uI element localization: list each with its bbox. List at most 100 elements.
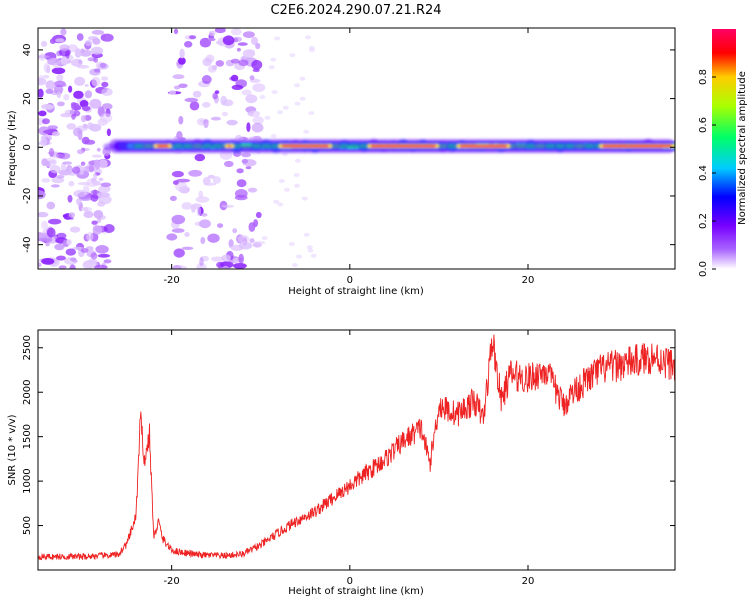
spectrogram-noise-blob: [215, 60, 225, 67]
ridge-peak-red: [228, 144, 231, 148]
spectrogram-noise-blob: [241, 158, 249, 164]
spectrogram-noise-blob: [247, 187, 258, 193]
spectrogram-y-ticks: -40 -20 0 20 40: [22, 44, 675, 253]
spectrogram-noise-blob: [222, 265, 230, 269]
snr-x-ticks: -20 0 20: [163, 330, 534, 587]
spectrogram-noise-blob: [49, 165, 61, 174]
ridge-bump: [142, 141, 155, 150]
spectrogram-noise-blob: [181, 202, 193, 210]
spectrogram-noise-blob: [196, 206, 202, 217]
spectrogram-noise-blob: [81, 136, 90, 145]
spectrogram-noise-blob: [222, 35, 235, 46]
spectrogram-noise-blob: [264, 115, 271, 120]
spectrogram-noise-blob: [98, 185, 111, 193]
ridge-peak-red: [370, 144, 436, 148]
spectrogram-noise-blob: [45, 80, 56, 90]
spectrogram-noise-blob: [176, 131, 183, 140]
spectrogram-noise-blob: [230, 58, 240, 64]
spectrogram-noise-blob: [38, 237, 50, 242]
spectrogram-noise-blob: [85, 39, 93, 47]
spectrogram-noise-blob: [294, 83, 300, 88]
spectrogram-noise-blob: [56, 74, 64, 82]
spectrogram-noise-blob: [51, 67, 66, 75]
spectrogram-noise-blob: [91, 76, 101, 87]
spectrogram-noise-blob: [91, 220, 98, 225]
spectrogram-noise-blob: [224, 160, 234, 168]
spectrogram-noise-blob: [49, 160, 57, 164]
spectrogram-noise-blob: [181, 246, 194, 250]
spectrogram-noise-blob: [51, 177, 65, 184]
spectrogram-noise-blob: [48, 218, 62, 225]
spectrogram-noise-blob: [278, 179, 285, 183]
spectrogram-noise-blob: [40, 40, 48, 48]
spectrogram-noise-blob: [236, 179, 247, 188]
colorbar-ticks: 0.0 0.2 0.4 0.6 0.8: [698, 69, 716, 277]
spectrogram-noise-blob: [57, 101, 65, 107]
spectrogram-noise-blob: [230, 74, 239, 82]
spectrogram-noise-blob: [245, 94, 258, 104]
spectrogram-noise-blob: [301, 196, 308, 201]
spectrogram-noise-blob: [273, 199, 280, 204]
colorbar-tick-label: 0.0: [698, 261, 709, 277]
spectrogram-noise-blob: [294, 158, 301, 163]
spectrogram-noise-blob: [58, 265, 67, 269]
spectrogram-noise-blob: [178, 57, 186, 65]
spectrogram-noise-blob: [87, 122, 94, 130]
colorbar-gradient: [712, 29, 736, 269]
spectrogram-noise-blob: [184, 41, 193, 48]
spectrogram-noise-blob: [253, 219, 259, 228]
spectrogram-noise-blob: [83, 210, 94, 219]
spectrogram-noise-blob: [93, 210, 104, 219]
spectrogram-noise-blob: [194, 153, 206, 162]
ridge-bump: [544, 141, 557, 152]
spectrogram-noise-blob: [38, 262, 42, 268]
spectrogram-noise-blob: [83, 207, 89, 212]
y-tick-label: 500: [22, 516, 33, 535]
ridge-bump: [181, 142, 194, 150]
spectrogram-noise-blob: [97, 192, 111, 198]
ridge-bump: [563, 141, 576, 151]
ridge-bump: [211, 141, 224, 149]
spectrogram-noise-blob: [198, 190, 204, 199]
spectrogram-noise-blob: [232, 228, 238, 234]
ridge-bump: [358, 141, 371, 153]
spectrogram-noise-blob: [94, 264, 108, 269]
spectrogram-noise-blob: [84, 90, 93, 99]
spectrogram-noise-blob: [294, 101, 301, 106]
spectrogram-noise-blob: [41, 258, 55, 265]
spectrogram-noise-blob: [93, 159, 100, 169]
spectrogram-noise-blob: [48, 147, 55, 157]
spectrogram-noise-blob: [82, 185, 90, 196]
x-tick-label: 0: [347, 576, 353, 587]
snr-frame: [37, 329, 676, 571]
spectrogram-noise-blob: [78, 196, 93, 201]
spectrogram-noise-blob: [282, 105, 289, 110]
spectrogram-noise-blob: [82, 260, 94, 269]
spectrogram-noise-blob: [91, 29, 104, 35]
spectrogram-noise-blob: [98, 195, 112, 205]
ridge-peak-red: [602, 144, 672, 148]
spectrogram-noise-blob: [173, 28, 179, 35]
spectrogram-noise-blob: [202, 101, 211, 108]
spectrogram-noise-blob: [274, 36, 281, 41]
spectrogram-noise-blob: [253, 241, 266, 245]
spectrogram-noise-blob: [56, 232, 67, 240]
spectrogram-noise-blob: [252, 116, 264, 125]
spectrogram-noise-blob: [60, 28, 67, 36]
spectrogram-noise-blob: [38, 55, 50, 59]
spectrogram-noise-blob: [249, 238, 255, 244]
y-tick-label: 20: [22, 92, 33, 105]
spectrogram-noise-blob: [38, 232, 50, 240]
spectrogram-noise-blob: [172, 264, 182, 269]
spectrogram-noise-blob: [226, 119, 238, 126]
spectrogram-noise-blob: [293, 173, 300, 177]
spectrogram-noise-blob: [220, 261, 234, 269]
spectrogram-noise-blob: [252, 83, 266, 92]
spectrogram-noise-blob: [179, 48, 185, 59]
spectrogram-noise-blob: [47, 125, 58, 130]
spectrogram-noise-blob: [214, 90, 220, 95]
spectrogram-noise-blob: [103, 224, 115, 233]
spectrogram-noise-blob: [202, 177, 211, 186]
spectrogram-noise-blob: [233, 36, 243, 42]
